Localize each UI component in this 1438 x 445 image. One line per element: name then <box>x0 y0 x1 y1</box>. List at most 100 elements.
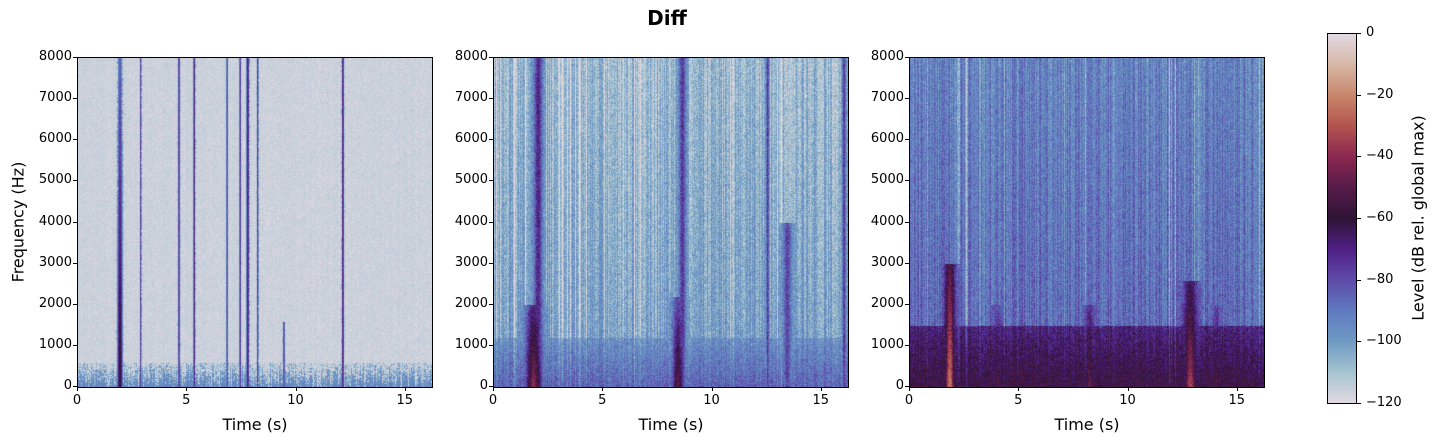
y-tick-label: 0 <box>479 378 488 393</box>
y-tick-label: 3000 <box>38 254 72 270</box>
colorbar-tick-label: −80 <box>1366 271 1394 287</box>
x-tick <box>493 387 494 391</box>
y-tick-label: 7000 <box>454 90 488 106</box>
x-tick <box>820 387 822 391</box>
x-tick-label: 10 <box>703 393 720 408</box>
x-tick <box>602 387 604 391</box>
x-tick-label: 15 <box>396 393 414 408</box>
y-tick <box>73 221 77 223</box>
y-tick-label: 8000 <box>454 49 488 64</box>
x-tick <box>186 387 188 391</box>
y-tick-label: 6000 <box>870 131 904 147</box>
y-tick <box>905 344 909 346</box>
x-tick <box>1018 387 1020 391</box>
x-tick-label: 5 <box>598 393 607 408</box>
y-tick <box>489 180 493 182</box>
y-tick <box>905 386 909 387</box>
y-tick <box>489 386 493 387</box>
spectrogram-image <box>910 58 1264 387</box>
y-tick <box>905 180 909 182</box>
x-tick-label: 5 <box>182 393 191 408</box>
y-tick <box>489 303 493 305</box>
x-tick-label: 10 <box>287 393 304 408</box>
x-tick-label: 15 <box>812 393 830 408</box>
x-tick <box>77 387 78 391</box>
y-tick <box>489 139 493 141</box>
y-tick <box>905 57 909 58</box>
y-tick <box>905 98 909 100</box>
colorbar-tick <box>1357 279 1361 281</box>
x-tick <box>1127 387 1129 391</box>
colorbar-tick-label: −40 <box>1366 148 1394 164</box>
y-tick-label: 4000 <box>870 213 904 229</box>
y-tick <box>73 139 77 141</box>
y-tick-label: 5000 <box>38 172 72 188</box>
y-tick-label: 3000 <box>870 254 904 270</box>
colorbar-tick <box>1357 33 1361 34</box>
y-tick <box>73 262 77 264</box>
y-tick <box>73 303 77 305</box>
y-tick <box>489 262 493 264</box>
x-axis-title: Time (s) <box>1054 415 1120 434</box>
y-tick <box>489 98 493 100</box>
y-tick-label: 1000 <box>870 336 904 352</box>
y-tick-label: 7000 <box>870 90 904 106</box>
y-tick <box>73 180 77 182</box>
y-tick <box>489 57 493 58</box>
y-tick-label: 1000 <box>454 336 488 352</box>
x-tick <box>909 387 910 391</box>
y-tick <box>73 57 77 58</box>
y-tick-label: 2000 <box>454 295 488 311</box>
colorbar <box>1327 33 1357 404</box>
y-tick-label: 7000 <box>38 90 72 106</box>
x-tick-label: 0 <box>488 393 498 408</box>
y-tick <box>905 139 909 141</box>
spectrogram-image <box>494 58 848 387</box>
y-tick-label: 6000 <box>38 131 72 147</box>
y-tick-label: 8000 <box>870 49 904 64</box>
colorbar-tick-label: −100 <box>1366 333 1402 349</box>
y-tick-label: 8000 <box>38 49 72 64</box>
y-tick-label: 4000 <box>454 213 488 229</box>
x-tick <box>711 387 713 391</box>
y-tick-label: 1000 <box>38 336 72 352</box>
y-tick <box>905 303 909 305</box>
y-tick-label: 5000 <box>870 172 904 188</box>
figure-title: Diff <box>647 6 687 30</box>
y-tick-label: 0 <box>895 378 904 393</box>
y-tick <box>905 221 909 223</box>
y-tick-label: 2000 <box>38 295 72 311</box>
x-tick <box>1236 387 1238 391</box>
x-tick-label: 5 <box>1014 393 1023 408</box>
y-tick-label: 4000 <box>38 213 72 229</box>
y-tick-label: 6000 <box>454 131 488 147</box>
x-tick-label: 10 <box>1119 393 1136 408</box>
colorbar-title: Level (dB rel. global max) <box>1408 115 1428 321</box>
colorbar-tick-label: −60 <box>1366 210 1394 225</box>
x-axis-title: Time (s) <box>222 415 288 434</box>
colorbar-tick <box>1357 218 1361 219</box>
spectrogram-panel-right: 0 1000 2000 3000 4000 5000 6000 7000 8000 0 5 10 15 T… <box>871 50 1265 434</box>
x-tick <box>404 387 406 391</box>
spectrogram-panel-left: 0 1000 2000 3000 4000 5000 6000 7000 8000 0 5 10 15 T… <box>39 50 433 434</box>
colorbar-tick-label: −120 <box>1366 395 1402 410</box>
colorbar-tick <box>1357 94 1361 96</box>
colorbar-tick <box>1357 156 1361 158</box>
y-tick <box>73 98 77 100</box>
spectrogram-image <box>78 58 432 387</box>
y-tick <box>489 221 493 223</box>
colorbar-tick <box>1357 403 1361 404</box>
y-tick-label: 3000 <box>454 254 488 270</box>
y-tick <box>905 262 909 264</box>
y-tick-label: 5000 <box>454 172 488 188</box>
colorbar-tick <box>1357 341 1361 343</box>
spectrogram-panel-middle: 0 1000 2000 3000 4000 5000 6000 7000 8000 0 5 10 15 T… <box>455 50 849 434</box>
x-tick-label: 0 <box>72 393 82 408</box>
y-tick-label: 2000 <box>870 295 904 311</box>
x-tick <box>295 387 297 391</box>
y-tick <box>73 386 77 387</box>
x-axis-title: Time (s) <box>638 415 704 434</box>
y-tick <box>73 344 77 346</box>
x-tick-label: 15 <box>1228 393 1246 408</box>
y-tick <box>489 344 493 346</box>
